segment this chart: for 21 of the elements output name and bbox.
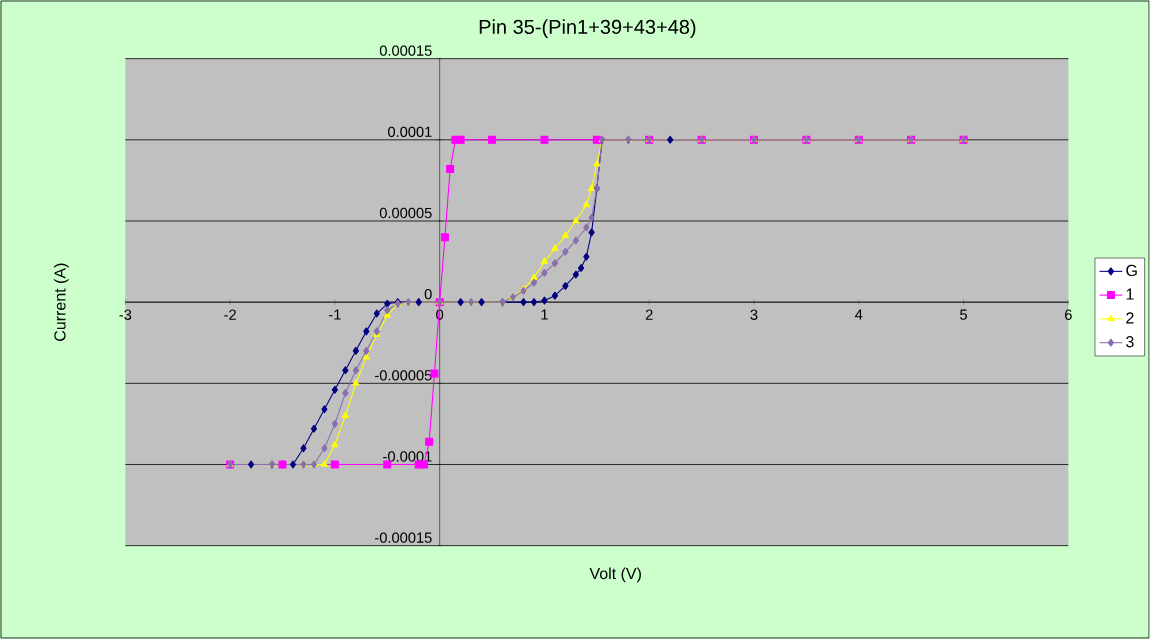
x-tick-label: 2: [645, 309, 653, 320]
y-tick-label: 0.0001: [388, 126, 432, 138]
legend-label: G: [1126, 264, 1137, 277]
x-axis-title: Volt (V): [589, 567, 641, 583]
x-tick-label: 1: [541, 309, 548, 320]
y-tick-label: 0: [424, 288, 432, 300]
y-tick-label: 0.00015: [379, 45, 432, 56]
y-tick-label: -0.00005: [375, 370, 432, 381]
x-tick-label: -1: [329, 309, 341, 320]
x-tick-label: -2: [224, 309, 236, 320]
x-tick-label: 4: [855, 309, 863, 320]
legend-label: 1: [1126, 288, 1134, 300]
y-axis-title: Current (A): [53, 263, 69, 341]
x-tick-label: -3: [119, 309, 132, 320]
legend-label: 3: [1126, 336, 1134, 348]
x-tick-label: 3: [750, 309, 758, 320]
x-tick-label: 5: [960, 309, 967, 320]
x-tick-label: 6: [1065, 309, 1072, 320]
y-tick-label: 0.00005: [379, 207, 432, 219]
chart-title: Pin 35-(Pin1+39+43+48): [479, 19, 696, 38]
y-tick-label: -0.00015: [375, 532, 432, 543]
